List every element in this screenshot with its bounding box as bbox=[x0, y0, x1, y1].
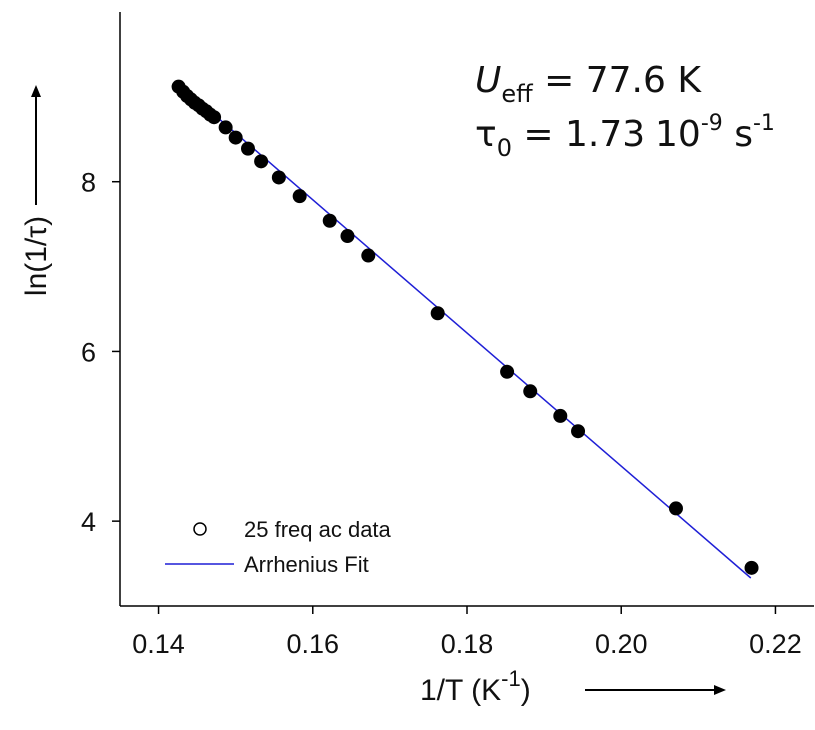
ueff-subscript: eff bbox=[501, 80, 533, 108]
legend: 25 freq ac data Arrhenius Fit bbox=[165, 517, 392, 577]
data-point bbox=[271, 170, 286, 185]
x-tick-label: 0.22 bbox=[749, 629, 802, 659]
tau-annotation: τ0 = 1.73 bbox=[475, 114, 645, 162]
data-points bbox=[171, 79, 759, 575]
data-point bbox=[292, 189, 307, 204]
x-axis-arrow bbox=[585, 685, 726, 695]
ueff-symbol: U bbox=[475, 60, 501, 101]
data-point bbox=[241, 141, 256, 156]
legend-label-line: Arrhenius Fit bbox=[244, 552, 369, 577]
x-axis-title-close: ) bbox=[521, 674, 531, 707]
axes bbox=[119, 12, 814, 607]
x-ticks: 0.14 0.16 0.18 0.20 0.22 bbox=[132, 606, 802, 659]
data-point bbox=[523, 384, 538, 399]
legend-marker-points bbox=[193, 522, 207, 536]
tau-exp-base: 10 bbox=[655, 114, 701, 155]
tau-exp-power: -9 bbox=[701, 111, 723, 136]
data-point bbox=[500, 364, 515, 379]
x-tick-label: 0.18 bbox=[441, 629, 494, 659]
tau-unit-power: -1 bbox=[753, 111, 775, 136]
data-point bbox=[571, 424, 586, 439]
x-tick-label: 0.20 bbox=[595, 629, 648, 659]
data-point bbox=[322, 213, 337, 228]
data-point bbox=[228, 130, 243, 145]
tau-value: = 1.73 bbox=[512, 114, 645, 155]
y-tick-label: 4 bbox=[81, 507, 96, 537]
data-point bbox=[361, 248, 376, 263]
data-point bbox=[254, 154, 269, 169]
data-point bbox=[744, 560, 759, 575]
y-tick-label: 6 bbox=[81, 337, 96, 367]
data-point bbox=[218, 120, 233, 135]
data-point bbox=[340, 229, 355, 244]
legend-label-points: 25 freq ac data bbox=[244, 517, 392, 542]
tau-symbol: τ bbox=[475, 114, 497, 155]
data-point bbox=[430, 306, 445, 321]
x-axis-title: 1/T (K-1) bbox=[420, 666, 531, 707]
x-axis-title-sup: -1 bbox=[501, 666, 521, 691]
x-tick-label: 0.14 bbox=[132, 629, 185, 659]
y-axis-arrow bbox=[31, 85, 41, 205]
tau-exponent-annotation: 10-9 s-1 bbox=[655, 111, 775, 155]
data-point bbox=[553, 408, 568, 423]
data-point bbox=[207, 110, 222, 125]
y-tick-label: 8 bbox=[81, 168, 96, 198]
x-tick-label: 0.16 bbox=[286, 629, 339, 659]
tau-subscript: 0 bbox=[497, 134, 512, 162]
ueff-annotation: Ueff = 77.6 K bbox=[475, 60, 702, 108]
data-point bbox=[668, 501, 683, 516]
y-ticks: 4 6 8 bbox=[81, 168, 120, 537]
x-axis-title-main: 1/T (K bbox=[420, 674, 501, 707]
tau-unit: s bbox=[723, 114, 753, 155]
ueff-value: = 77.6 K bbox=[533, 60, 703, 101]
fit-line bbox=[177, 82, 752, 579]
y-axis-title: ln(1/τ) bbox=[20, 216, 53, 296]
